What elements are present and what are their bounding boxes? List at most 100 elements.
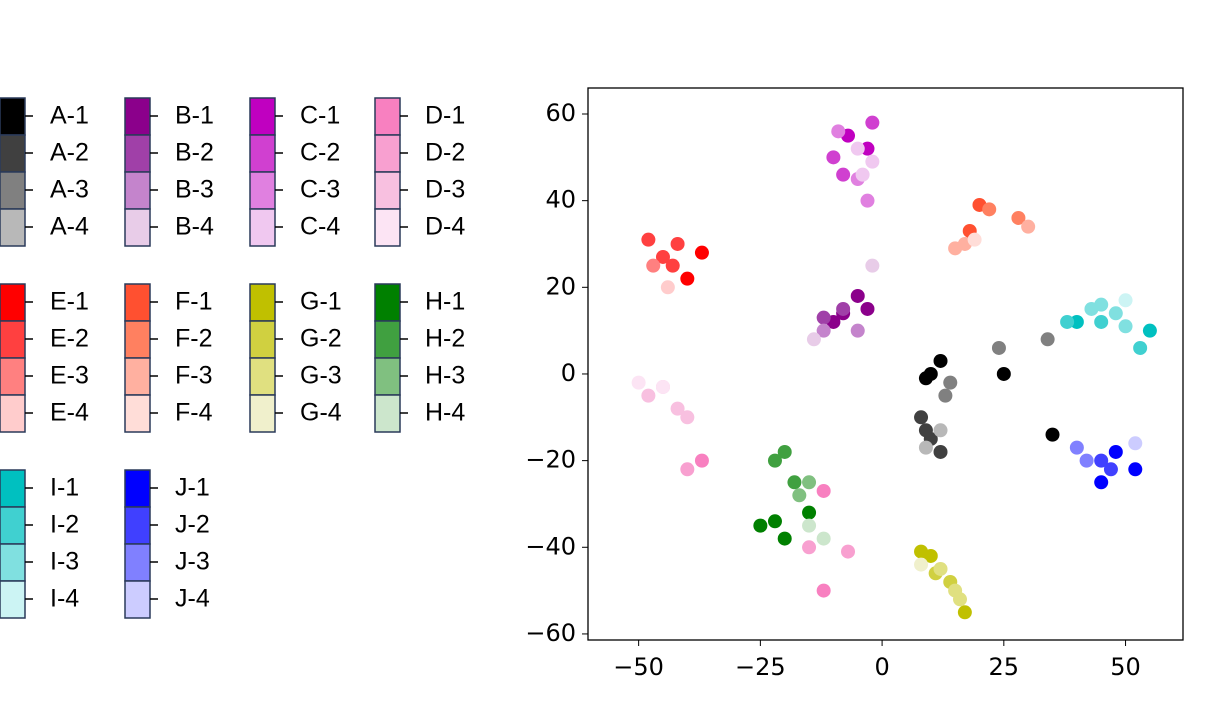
point: [826, 150, 841, 165]
point: [850, 141, 865, 156]
point: [816, 323, 831, 338]
legend-label: H-3: [425, 362, 465, 390]
legend-swatch: [374, 208, 401, 247]
legend-label: E-4: [50, 399, 89, 427]
legend-swatch: [0, 97, 26, 136]
point: [836, 301, 851, 316]
point: [670, 236, 685, 251]
legend-label: E-3: [50, 362, 89, 390]
legend-label: D-1: [425, 102, 465, 130]
legend-swatch: [249, 171, 276, 210]
legend-label: B-3: [175, 176, 214, 204]
legend-label: H-1: [425, 288, 465, 316]
point: [1133, 340, 1148, 355]
point: [655, 249, 670, 264]
legend-swatch: [249, 320, 276, 359]
point: [933, 353, 948, 368]
legend-label: H-2: [425, 325, 465, 353]
x-tick-label: 50: [1110, 653, 1141, 681]
point: [1040, 332, 1055, 347]
legend-swatch: [124, 97, 151, 136]
point: [918, 440, 933, 455]
point: [1094, 297, 1109, 312]
x-tick-label: −25: [735, 653, 786, 681]
point: [680, 410, 695, 425]
point: [865, 154, 880, 169]
point: [957, 605, 972, 620]
point: [1011, 210, 1026, 225]
legend-label: C-1: [300, 102, 340, 130]
legend-label: J-1: [175, 474, 210, 502]
legend-swatch: [124, 134, 151, 173]
legend-swatch: [374, 283, 401, 322]
point: [860, 141, 875, 156]
point: [836, 167, 851, 182]
legend-swatch: [374, 171, 401, 210]
point: [831, 124, 846, 139]
point: [694, 245, 709, 260]
legend-swatch: [374, 320, 401, 359]
legend-label: I-2: [50, 511, 79, 539]
point: [841, 544, 856, 559]
point: [665, 258, 680, 273]
point: [991, 340, 1006, 355]
point: [787, 475, 802, 490]
legend-label: B-1: [175, 102, 214, 130]
point: [816, 531, 831, 546]
legend-swatch: [124, 506, 151, 545]
legend-swatch: [249, 208, 276, 247]
legend-swatch: [0, 357, 26, 396]
legend-label: D-3: [425, 176, 465, 204]
legend-swatch: [0, 580, 26, 619]
legend-swatch: [124, 357, 151, 396]
point: [806, 332, 821, 347]
legend-label: H-4: [425, 399, 465, 427]
point: [1094, 314, 1109, 329]
legend-swatch: [0, 320, 26, 359]
y-tick-label: 20: [545, 272, 576, 300]
point: [802, 475, 817, 490]
point: [655, 379, 670, 394]
legend-swatch: [0, 283, 26, 322]
legend-label: G-4: [300, 399, 342, 427]
legend-swatch: [0, 543, 26, 582]
point: [914, 557, 929, 572]
x-tick-label: −50: [613, 653, 664, 681]
legend-label: C-2: [300, 139, 340, 167]
point: [1045, 427, 1060, 442]
point: [1142, 323, 1157, 338]
legend-swatch: [0, 208, 26, 247]
point: [792, 488, 807, 503]
point: [680, 462, 695, 477]
legend-label: B-4: [175, 213, 214, 241]
point: [982, 202, 997, 217]
point: [850, 288, 865, 303]
point: [1060, 314, 1075, 329]
legend-swatch: [249, 134, 276, 173]
point: [1118, 319, 1133, 334]
legend-swatch: [374, 394, 401, 433]
y-tick-label: −40: [525, 532, 576, 560]
legend-label: G-3: [300, 362, 342, 390]
point: [865, 115, 880, 130]
legend-label: I-1: [50, 474, 79, 502]
point: [694, 453, 709, 468]
y-tick-label: 40: [545, 186, 576, 214]
point: [1103, 462, 1118, 477]
point: [670, 401, 685, 416]
legend-swatch: [249, 357, 276, 396]
legend-label: F-2: [175, 325, 213, 353]
point: [767, 453, 782, 468]
legend-label: E-1: [50, 288, 89, 316]
legend-swatch: [374, 97, 401, 136]
x-tick-label: 0: [874, 653, 889, 681]
legend-label: E-2: [50, 325, 89, 353]
legend-label: I-3: [50, 548, 79, 576]
point: [933, 561, 948, 576]
point: [777, 444, 792, 459]
point: [860, 301, 875, 316]
point: [1094, 475, 1109, 490]
point: [816, 583, 831, 598]
legend-label: C-4: [300, 213, 340, 241]
